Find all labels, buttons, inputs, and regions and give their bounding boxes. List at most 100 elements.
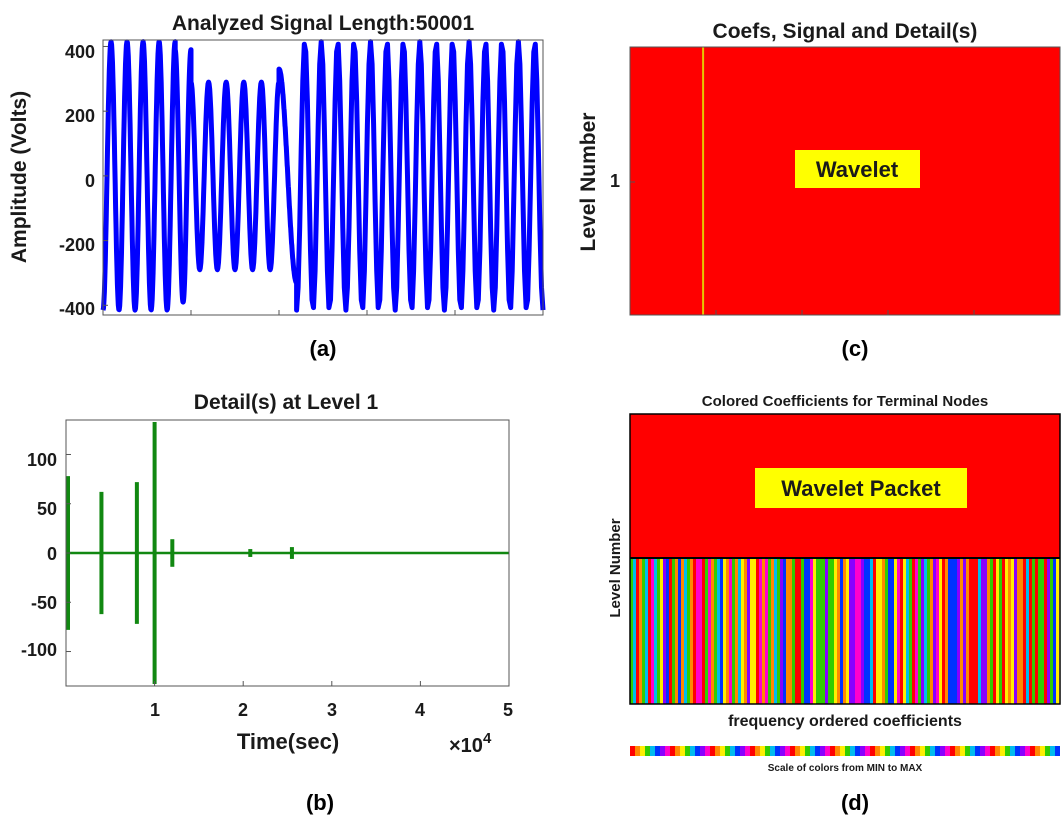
panel-d-scale-swatch [630,746,635,756]
panel-b-tick-marks [66,453,421,686]
panel-d-scale-swatch [1040,746,1045,756]
panel-d-node-bar [912,558,915,704]
panel-d-node-bar [666,558,669,704]
panel-d-scale-swatch [940,746,945,756]
panel-d-scale-swatch [810,746,815,756]
panel-d-scale-swatch [730,746,735,756]
panel-d-node-bar [987,558,990,704]
panel-d-node-bar [678,558,681,704]
panel-b-yticks: 100 50 0 -50 -100 [21,450,57,660]
panel-d-node-bar [1029,558,1032,704]
panel-d-scale-swatch [990,746,995,756]
panel-d-scale-swatch [845,746,850,756]
panel-d-node-bar [855,558,858,704]
panel-d-node-bar [1005,558,1008,704]
panel-d-node-bar [837,558,840,704]
panel-d-scale-swatch [660,746,665,756]
panel-d-node-bar [639,558,642,704]
panel-d-node-bar [675,558,678,704]
panel-d-node-bar [750,558,753,704]
panel-d-node-bar [681,558,684,704]
panel-d-scale-swatch [690,746,695,756]
panel-d-node-bar [984,558,987,704]
panel-d-node-bar [816,558,819,704]
panel-d-scale-swatch [1055,746,1060,756]
panel-d-node-bar [870,558,873,704]
panel-d-node-bar [1017,558,1020,704]
panel-d-scale-swatch [965,746,970,756]
panel-d-node-bar [957,558,960,704]
panel-d-node-bar [717,558,720,704]
panel-d-scale-swatch [645,746,650,756]
panel-d-scale-swatch [905,746,910,756]
panel-b-xlabel: Time(sec) [237,729,339,754]
panel-d-node-bar [840,558,843,704]
panel-d-scale-swatch [945,746,950,756]
panel-d-node-bar [879,558,882,704]
panel-d-node-bar [981,558,984,704]
panel-a-yticks: 400 200 0 -200 -400 [59,42,95,319]
panel-d-terminal-node-bars [630,558,1059,704]
panel-d-node-bar [774,558,777,704]
panel-c: Coefs, Signal and Detail(s) Level Number… [577,20,1061,316]
panel-d-node-bar [813,558,816,704]
panel-d-node-bar [954,558,957,704]
panel-b-xticks: 1 2 3 4 5 [150,700,513,720]
panel-d-scale-swatch [915,746,920,756]
panel-d-scale-swatch [820,746,825,756]
panel-d-axes-frame [629,413,1061,705]
panel-b: Detail(s) at Level 1 100 50 0 -50 -100 1… [21,391,513,757]
panel-d-scale-swatch [830,746,835,756]
panel-d-node-bar [1023,558,1026,704]
panel-b-ytick: 100 [27,450,57,470]
panel-d-node-bar [798,558,801,704]
panel-d-scale-swatch [910,746,915,756]
panel-b-xtick: 4 [415,700,425,720]
panel-d-node-bar [1047,558,1050,704]
panel-d-node-bar [768,558,771,704]
panel-d-node-bar [1026,558,1029,704]
panel-d-node-bar [699,558,702,704]
panel-d-scale-swatch [715,746,720,756]
panel-d-node-bar [723,558,726,704]
panel-d-scale-swatch [800,746,805,756]
panel-d-node-bar [927,558,930,704]
panel-d-node-bar [756,558,759,704]
panel-d-scale-swatch [1025,746,1030,756]
panel-d-node-bar [630,558,633,704]
panel-b-xtick: 1 [150,700,160,720]
panel-d-node-bar [969,558,972,704]
panel-d-node-bar [1035,558,1038,704]
panel-d-node-bar [849,558,852,704]
panel-d-node-bar [894,558,897,704]
panel-d-node-bar [714,558,717,704]
panel-d-scale-swatch [880,746,885,756]
panel-d-bottom-label: frequency ordered coefficients [728,713,962,730]
panel-d-scale-swatch [975,746,980,756]
panel-d-scale-swatch [970,746,975,756]
panel-d-scale-swatch [930,746,935,756]
panel-b-ytick: -50 [31,593,57,613]
panel-d-scale-swatch [935,746,940,756]
panel-d-node-bar [696,558,699,704]
panel-d-scale-swatch [825,746,830,756]
panel-d-node-bar [762,558,765,704]
panel-d-node-bar [918,558,921,704]
panel-d-scale-swatch [1015,746,1020,756]
panel-d-node-bar [921,558,924,704]
panel-d-node-bar [975,558,978,704]
panel-d-node-bar [951,558,954,704]
panel-d-scale-swatch [655,746,660,756]
panel-d-label-box [755,468,967,508]
panel-d-node-bar [783,558,786,704]
panel-c-tick-marks [630,181,975,315]
panel-d-node-bar [825,558,828,704]
panel-d-scale-swatch [1000,746,1005,756]
panel-d-scale-swatch [760,746,765,756]
panel-d-node-bar [777,558,780,704]
panel-b-ytick: 0 [47,544,57,564]
panel-c-overlay-label: Wavelet [816,157,899,182]
panel-d-node-bar [900,558,903,704]
panel-d-node-bar [891,558,894,704]
panel-d-node-bar [939,558,942,704]
